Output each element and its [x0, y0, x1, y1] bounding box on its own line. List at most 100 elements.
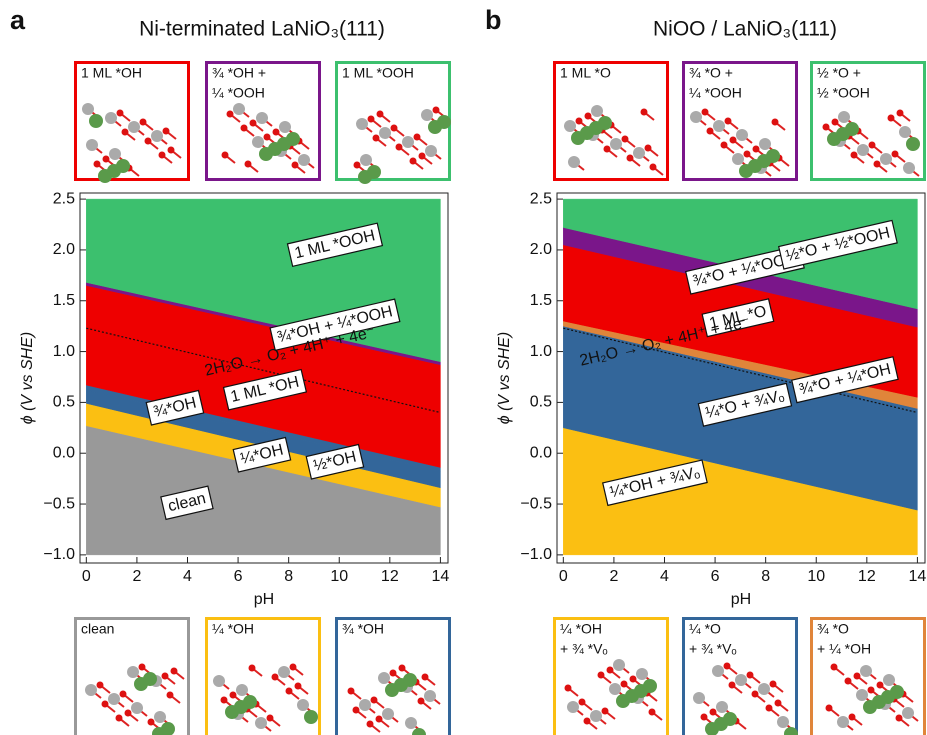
structure-label: 1 ML *O [560, 65, 611, 81]
y-tick-label: 2.0 [53, 241, 75, 258]
atom [97, 682, 104, 689]
atom [777, 716, 789, 728]
atom [348, 688, 355, 695]
structure-label: ¾ *OH + [212, 65, 266, 81]
atom [290, 664, 297, 671]
atom [103, 156, 110, 163]
atom [376, 716, 383, 723]
structure-label: 1 ML *OOH [342, 65, 414, 81]
atom [379, 127, 391, 139]
atom [356, 118, 368, 130]
atom [264, 134, 271, 141]
x-tick-label: 6 [234, 568, 243, 585]
atom [690, 111, 702, 123]
atom [227, 111, 234, 118]
figure: aNi-terminated LaNiO₃(111)−1.0−0.50.00.5… [0, 0, 927, 735]
atom [139, 664, 146, 671]
atom [117, 110, 124, 117]
y-axis-label: ϕ (V vs SHE) [19, 332, 36, 424]
atom [304, 710, 318, 724]
atom [613, 659, 625, 671]
atom [598, 116, 612, 130]
atom [753, 146, 760, 153]
atom [744, 151, 751, 158]
atom [845, 122, 859, 136]
atom [402, 136, 414, 148]
atom [693, 692, 705, 704]
atom [610, 138, 622, 150]
atom [729, 682, 736, 689]
atom [116, 159, 130, 173]
atom [832, 119, 839, 126]
atom [382, 708, 394, 720]
x-tick-label: 12 [858, 568, 876, 585]
panel-label: b [485, 5, 502, 35]
atom [869, 142, 876, 149]
y-tick-label: 1.0 [530, 343, 552, 360]
x-tick-label: 4 [183, 568, 192, 585]
atom [564, 120, 576, 132]
atom [140, 119, 147, 126]
atom [131, 702, 143, 714]
atom [162, 673, 169, 680]
atom [418, 698, 425, 705]
atom [621, 681, 628, 688]
atom [128, 121, 140, 133]
atom [154, 711, 166, 723]
y-tick-label: 0.0 [53, 444, 75, 461]
atom [143, 672, 157, 686]
atom [849, 714, 856, 721]
atom [590, 710, 602, 722]
atom [233, 103, 245, 115]
atom [279, 121, 291, 133]
atom [145, 138, 152, 145]
y-tick-label: −1.0 [43, 546, 75, 563]
atom [650, 164, 657, 171]
x-tick-label: 12 [381, 568, 399, 585]
atom [359, 699, 371, 711]
atom [256, 112, 268, 124]
structure-label: 1 ML *OH [81, 65, 142, 81]
atom [645, 145, 652, 152]
atom [856, 689, 868, 701]
atom [770, 681, 777, 688]
atom [607, 667, 614, 674]
atom [630, 676, 637, 683]
atom [433, 107, 440, 114]
atom [747, 672, 754, 679]
atom [609, 683, 621, 695]
atom [116, 715, 123, 722]
atom [721, 142, 728, 149]
y-tick-label: 0.5 [53, 394, 75, 411]
structure-label: ¼ *OH [212, 621, 254, 637]
atom [627, 155, 634, 162]
atom [221, 697, 228, 704]
atom [241, 125, 248, 132]
atom [105, 112, 117, 124]
atom [837, 716, 849, 728]
panel-title: NiOO / LaNiO₃(111) [653, 18, 837, 41]
atom [860, 665, 872, 677]
atom [437, 115, 451, 129]
atom [414, 134, 421, 141]
atom [159, 152, 166, 159]
atom [598, 672, 605, 679]
atom [127, 666, 139, 678]
atom [649, 709, 656, 716]
atom [267, 715, 274, 722]
atom [245, 161, 252, 168]
atom [736, 129, 748, 141]
atom [120, 691, 127, 698]
structure-label: ¼ *OH [560, 621, 602, 637]
atom [371, 697, 378, 704]
atom [108, 693, 120, 705]
x-tick-label: 14 [432, 568, 450, 585]
y-axis-label: ϕ (V vs SHE) [496, 332, 513, 424]
structure-label: ¾ *O [817, 621, 849, 637]
structure-label: ¼ *OOH [689, 85, 742, 101]
atom [906, 137, 920, 151]
atom [353, 707, 360, 714]
atom [759, 138, 771, 150]
x-tick-label: 8 [284, 568, 293, 585]
x-axis-label: pH [254, 591, 274, 608]
